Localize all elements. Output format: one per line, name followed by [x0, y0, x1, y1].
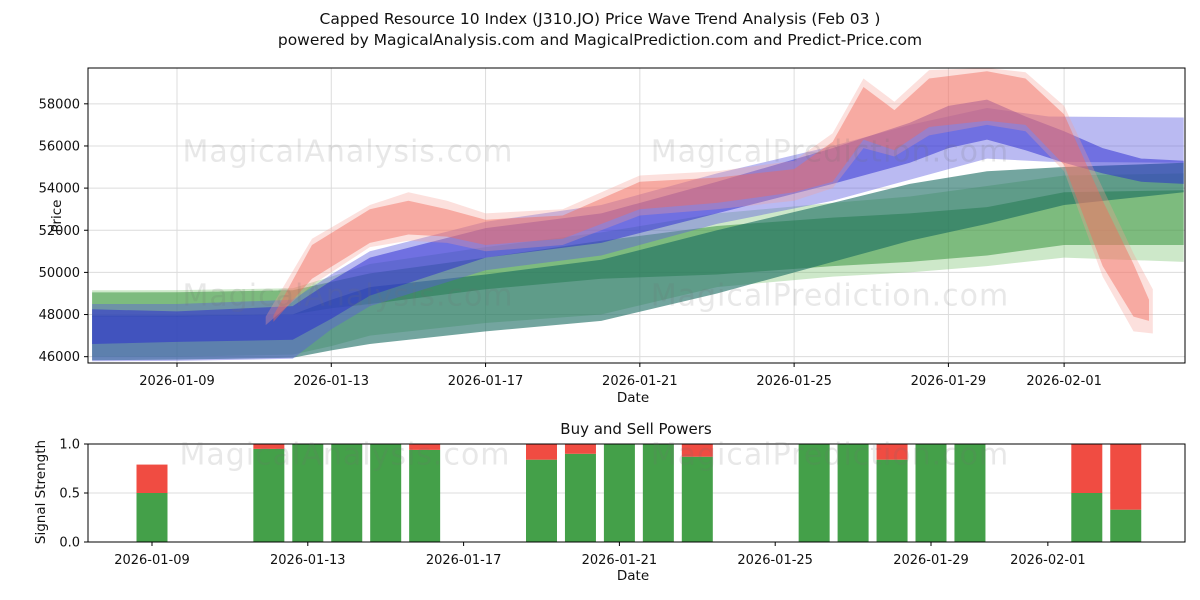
sell-power-bar — [1071, 444, 1103, 493]
buy-power-bar — [681, 456, 713, 542]
date-tick-label: 2026-01-13 — [293, 374, 369, 389]
price-tick-label: 58000 — [39, 97, 80, 112]
date-tick-label: 2026-01-25 — [756, 374, 832, 389]
signal-strength-axis-label: Signal Strength — [33, 439, 49, 545]
price-plot-border — [87, 67, 1186, 364]
signal-tick-label: 1.0 — [59, 438, 80, 453]
buy-power-bar — [798, 444, 830, 542]
figure-title-line2: powered by MagicalAnalysis.com and Magic… — [277, 31, 923, 49]
date-tick-label: 2026-01-09 — [139, 374, 215, 389]
signal-tick-label: 0.0 — [59, 536, 80, 551]
sell-power-bar — [253, 444, 285, 449]
red-band — [273, 71, 1149, 322]
buy-power-bar — [292, 444, 324, 542]
sell-power-bar — [136, 464, 168, 493]
buy-power-bar — [837, 444, 869, 542]
date-tick-label: 2026-02-01 — [1026, 374, 1102, 389]
date-tick-label: 2026-01-17 — [426, 553, 502, 568]
signal-chart: 0.0 0.5 1.0 2026-01-09 2026-01-13 2026-01-17 2… — [59, 438, 1186, 568]
buy-power-bar — [1071, 493, 1103, 542]
buy-power-bar — [253, 448, 285, 542]
buy-power-bar — [370, 444, 402, 542]
buy-power-bar — [876, 459, 908, 542]
teal-band — [92, 162, 1184, 361]
sell-power-bar — [681, 444, 713, 457]
price-chart: 46000 48000 50000 52000 54000 56000 58000 2026-… — [39, 67, 1186, 389]
date-tick-label: 2026-01-09 — [114, 553, 190, 568]
buy-power-bar — [603, 444, 635, 542]
price-axis-label: Price — [49, 199, 65, 233]
buy-power-bar — [564, 453, 596, 542]
date-tick-label: 2026-01-29 — [911, 374, 987, 389]
date-tick-label: 2026-01-21 — [602, 374, 678, 389]
date-tick-label: 2026-01-21 — [582, 553, 658, 568]
sell-power-bar — [564, 444, 596, 454]
sell-power-bar — [876, 444, 908, 460]
buy-power-bar — [526, 459, 557, 542]
signal-tick-label: 0.5 — [59, 487, 80, 502]
bar-chart-title: Buy and Sell Powers — [560, 420, 712, 438]
dark-blue-band — [92, 99, 1184, 344]
price-tick-label: 56000 — [39, 139, 80, 154]
date-tick-label: 2026-01-25 — [737, 553, 813, 568]
date-tick-label: 2026-01-29 — [893, 553, 969, 568]
buy-power-bar — [915, 444, 947, 542]
sell-power-bar — [1110, 444, 1142, 510]
buy-power-bar — [1110, 509, 1142, 542]
date-tick-label: 2026-02-01 — [1010, 553, 1086, 568]
figure-title-line1: Capped Resource 10 Index (J310.JO) Price… — [319, 10, 881, 28]
bottom-date-axis-label: Date — [616, 568, 650, 584]
price-tick-label: 46000 — [39, 350, 80, 365]
buy-power-bar — [136, 493, 168, 542]
price-tick-label: 50000 — [39, 266, 80, 281]
wave-bands — [92, 68, 1184, 362]
price-tick-label: 54000 — [39, 182, 80, 197]
sell-power-bar — [409, 444, 441, 450]
buy-power-bar — [331, 444, 363, 542]
price-tick-label: 48000 — [39, 308, 80, 323]
figure-title: Capped Resource 10 Index (J310.JO) Price… — [0, 9, 1200, 51]
light-red-envelope — [265, 68, 1153, 334]
buy-power-bar — [409, 449, 441, 542]
date-tick-label: 2026-01-13 — [270, 553, 346, 568]
buy-power-bar — [954, 444, 986, 542]
main-date-axis-label: Date — [616, 390, 650, 406]
buy-power-bar — [642, 444, 674, 542]
sell-power-bar — [526, 444, 557, 460]
date-tick-label: 2026-01-17 — [448, 374, 524, 389]
price-tick-label: 52000 — [39, 224, 80, 239]
